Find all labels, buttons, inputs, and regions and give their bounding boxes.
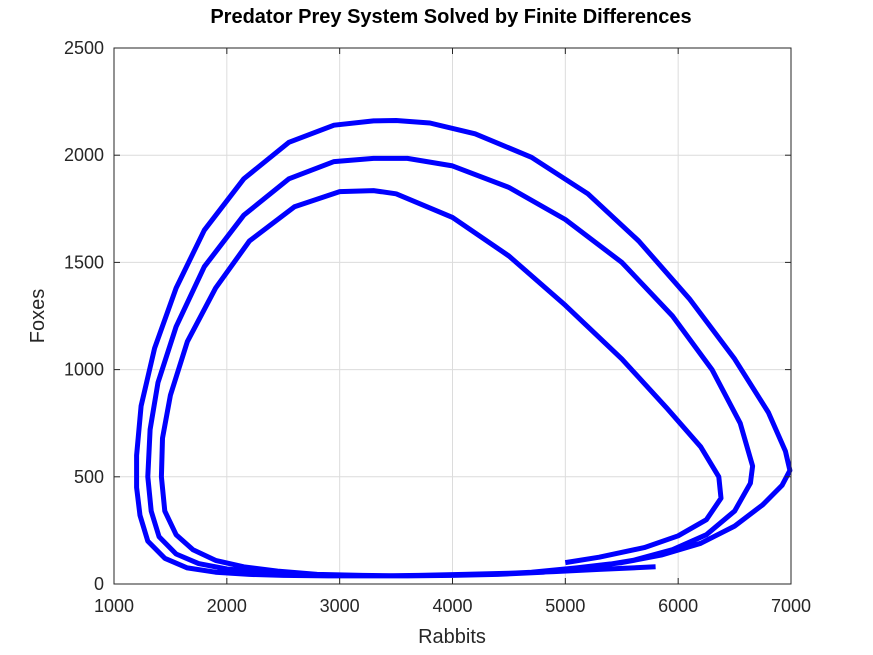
labels-layer: Predator Prey System Solved by Finite Di… (27, 6, 692, 648)
y-axis-label: Foxes (27, 289, 49, 343)
x-tick-label: 2000 (207, 596, 247, 616)
y-tick-label: 2000 (64, 145, 104, 165)
x-tick-label: 5000 (545, 596, 585, 616)
y-tick-label: 500 (74, 467, 104, 487)
x-axis-label: Rabbits (418, 626, 486, 648)
axes-layer: 1000 2000 3000 4000 5000 6000 7000 0 500 1000 1500… (64, 38, 811, 616)
series-line-0 (134, 118, 793, 579)
y-tick-label: 1000 (64, 360, 104, 380)
y-tick-label: 2500 (64, 38, 104, 58)
x-tick-label: 1000 (94, 596, 134, 616)
series-layer (134, 118, 793, 579)
x-tick-label: 3000 (320, 596, 360, 616)
y-tick-label: 1500 (64, 252, 104, 272)
x-tick-label: 7000 (771, 596, 811, 616)
x-tick-label: 4000 (432, 596, 472, 616)
x-tick-label: 6000 (658, 596, 698, 616)
y-tick-label: 0 (94, 574, 104, 594)
chart-title: Predator Prey System Solved by Finite Di… (210, 6, 691, 28)
